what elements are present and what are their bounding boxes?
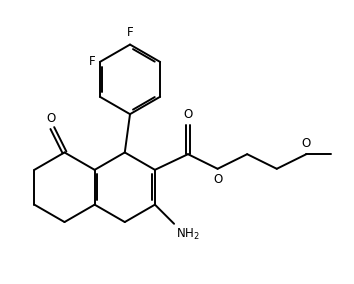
Text: F: F [89,55,96,68]
Text: O: O [213,173,222,186]
Text: O: O [46,112,55,125]
Text: F: F [127,26,133,39]
Text: NH$_2$: NH$_2$ [176,227,200,242]
Text: O: O [183,108,193,121]
Text: O: O [302,137,311,150]
